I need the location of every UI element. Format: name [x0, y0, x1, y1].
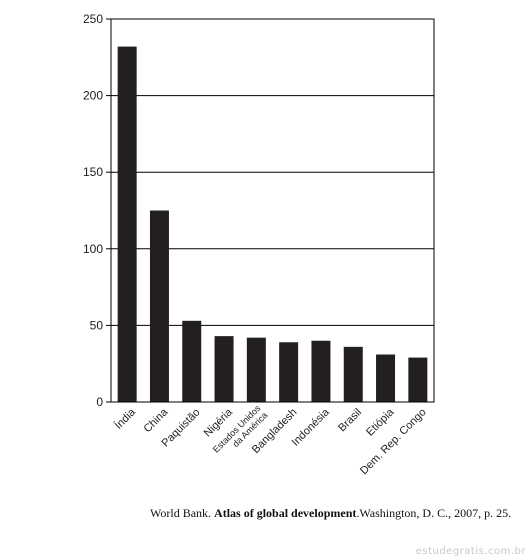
y-tick-label: 200: [83, 89, 103, 103]
y-axis-ticks: 0 50 100 150 200 250: [83, 12, 111, 409]
y-tick-label: 150: [83, 165, 103, 179]
source-suffix: .Washington, D. C., 2007, p. 25.: [356, 506, 512, 520]
bar: [214, 336, 234, 402]
source-citation: World Bank. Atlas of global development.…: [150, 506, 530, 521]
y-tick-label: 50: [90, 318, 104, 332]
bar: [376, 354, 396, 402]
bar: [149, 210, 169, 402]
bar: [279, 342, 299, 402]
x-category-label: China: [141, 406, 170, 435]
x-category-label: Índia: [112, 405, 139, 432]
bar: [343, 346, 363, 402]
y-tick-label: 100: [83, 242, 103, 256]
x-category-label-line: Índia: [112, 405, 139, 432]
source-prefix: World Bank.: [150, 506, 215, 520]
bars: [117, 46, 428, 403]
y-tick-label: 250: [83, 12, 103, 26]
x-category-label: Brasil: [336, 406, 364, 434]
bar: [117, 46, 137, 403]
watermark: estudegratis.com.br: [415, 546, 526, 557]
bar: [408, 357, 428, 402]
plot-frame: [110, 18, 435, 403]
bar: [246, 337, 266, 402]
x-category-label-line: Brasil: [336, 406, 364, 434]
bar: [182, 320, 202, 402]
source-title: Atlas of global development: [214, 506, 357, 520]
y-tick-label: 0: [96, 395, 103, 409]
bar: [311, 340, 331, 402]
x-category-label-line: China: [141, 406, 170, 435]
